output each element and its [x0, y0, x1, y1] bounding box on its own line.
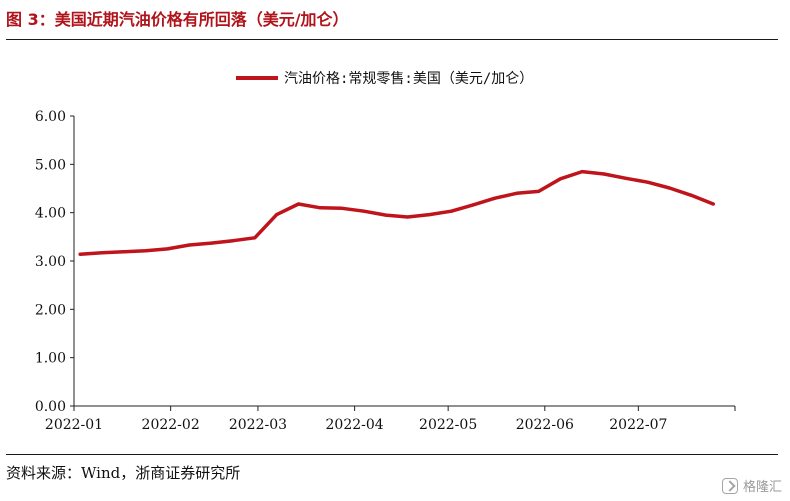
legend-label: 汽油价格:常规零售:美国（美元/加仑） — [284, 71, 533, 87]
data-point — [711, 202, 715, 206]
source-divider — [6, 454, 778, 455]
watermark-logo-icon — [721, 477, 738, 494]
series-line-gasoline-price — [78, 169, 715, 256]
data-point — [580, 170, 584, 174]
data-point — [602, 172, 606, 176]
title-divider — [6, 39, 778, 40]
data-point — [362, 209, 366, 213]
data-point — [296, 202, 301, 206]
data-point — [493, 196, 497, 200]
data-point — [231, 239, 235, 243]
data-point — [384, 213, 388, 217]
data-point — [515, 191, 519, 195]
figure-title: 图 3：美国近期汽油价格有所回落（美元/加仑） — [6, 10, 349, 29]
data-point — [78, 252, 82, 256]
data-point — [253, 236, 257, 240]
chart-axes: 0.00 1.00 2.00 3.00 4.00 5.00 6.00 2022-01 2022-… — [35, 109, 736, 433]
y-tick-label: 4.00 — [35, 206, 66, 222]
x-tick-label: 2022-02 — [142, 417, 200, 433]
x-tick-label: 2022-07 — [609, 417, 667, 433]
data-point — [537, 189, 541, 193]
data-point — [471, 203, 475, 207]
data-point — [209, 241, 213, 245]
data-point — [100, 251, 104, 255]
y-tick-label: 6.00 — [35, 109, 66, 125]
data-point — [144, 249, 148, 253]
x-tick-label: 2022-01 — [45, 417, 103, 433]
data-point — [187, 243, 191, 247]
data-point — [558, 177, 563, 181]
x-tick-label: 2022-06 — [516, 417, 574, 433]
data-point — [340, 206, 344, 210]
watermark: 格隆汇 — [721, 476, 782, 495]
y-tick-label: 1.00 — [35, 351, 66, 367]
watermark-text: 格隆汇 — [742, 480, 782, 495]
data-point — [427, 213, 431, 217]
data-point — [165, 247, 170, 251]
data-point — [406, 215, 410, 219]
data-point — [122, 250, 126, 254]
data-point — [667, 186, 672, 190]
x-tick-label: 2022-03 — [229, 417, 287, 433]
data-point — [449, 209, 453, 213]
data-point — [318, 206, 322, 210]
x-tick-label: 2022-05 — [419, 417, 477, 433]
y-tick-label: 2.00 — [35, 302, 66, 318]
chart-legend: 汽油价格:常规零售:美国（美元/加仑） — [236, 71, 533, 87]
data-point — [624, 176, 628, 180]
y-tick-label: 3.00 — [35, 254, 66, 270]
y-tick-label: 5.00 — [35, 157, 66, 173]
y-tick-label: 0.00 — [35, 399, 66, 415]
source-note: 资料来源：Wind，浙商证券研究所 — [6, 464, 241, 482]
x-tick-label: 2022-04 — [326, 417, 384, 433]
data-point — [275, 213, 279, 217]
data-point — [646, 180, 650, 184]
data-point — [689, 193, 693, 197]
plot-area — [78, 169, 715, 256]
